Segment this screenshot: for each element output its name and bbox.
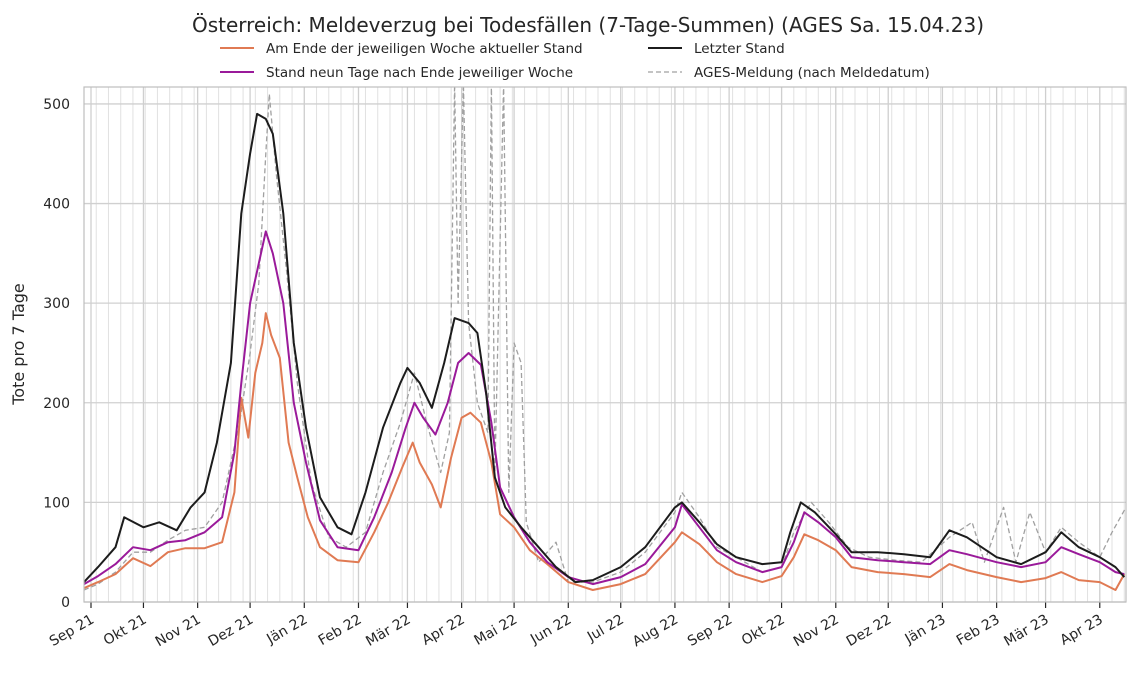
x-tick-label: Mär 23 xyxy=(1001,612,1051,650)
x-tick-label: Jun 22 xyxy=(527,612,574,648)
x-tick-label: Jän 22 xyxy=(263,612,310,648)
series-line-2 xyxy=(84,230,1125,586)
y-tick-label: 200 xyxy=(43,396,70,412)
series-line-3 xyxy=(84,112,1126,584)
x-tick-label: Nov 22 xyxy=(791,612,842,651)
legend-label: Letzter Stand xyxy=(694,41,785,57)
plot-frame xyxy=(83,86,1127,603)
x-tick-label: Sep 22 xyxy=(685,612,735,650)
plot-area xyxy=(84,87,1126,591)
y-tick-label: 0 xyxy=(61,595,70,611)
y-tick-label: 300 xyxy=(43,296,70,312)
series-line-4 xyxy=(84,87,1126,591)
x-tick-label: Dez 21 xyxy=(206,612,256,650)
legend-label: AGES-Meldung (nach Meldedatum) xyxy=(694,65,930,81)
x-tick-label: Mär 22 xyxy=(363,612,413,650)
legend: Am Ende der jeweiligen Woche aktueller S… xyxy=(220,41,930,81)
x-tick-label: Sep 21 xyxy=(47,612,97,650)
series-line-1 xyxy=(84,312,1126,591)
x-tick-label: Jul 22 xyxy=(584,612,627,646)
x-tick-label: Dez 22 xyxy=(844,612,894,650)
x-tick-label: Feb 22 xyxy=(316,612,365,649)
x-tick-label: Mai 22 xyxy=(472,612,521,649)
x-tick-label: Jän 23 xyxy=(902,612,949,648)
chart-title: Österreich: Meldeverzug bei Todesfällen … xyxy=(192,13,984,37)
legend-label: Stand neun Tage nach Ende jeweiliger Woc… xyxy=(266,65,573,81)
x-tick-label: Aug 22 xyxy=(630,612,681,651)
x-tick-label: Okt 21 xyxy=(101,612,150,649)
grid xyxy=(83,87,1126,608)
legend-label: Am Ende der jeweiligen Woche aktueller S… xyxy=(266,41,583,57)
x-tick-label: Apr 23 xyxy=(1058,612,1106,649)
y-tick-label: 500 xyxy=(43,97,70,113)
y-tick-label: 100 xyxy=(43,495,70,511)
x-tick-label: Feb 23 xyxy=(954,612,1003,649)
y-tick-label: 400 xyxy=(43,197,70,213)
x-tick-label: Apr 22 xyxy=(419,612,467,649)
y-axis-label: Tote pro 7 Tage xyxy=(9,283,28,406)
x-tick-label: Nov 21 xyxy=(153,612,204,651)
x-tick-label: Okt 22 xyxy=(739,612,788,649)
